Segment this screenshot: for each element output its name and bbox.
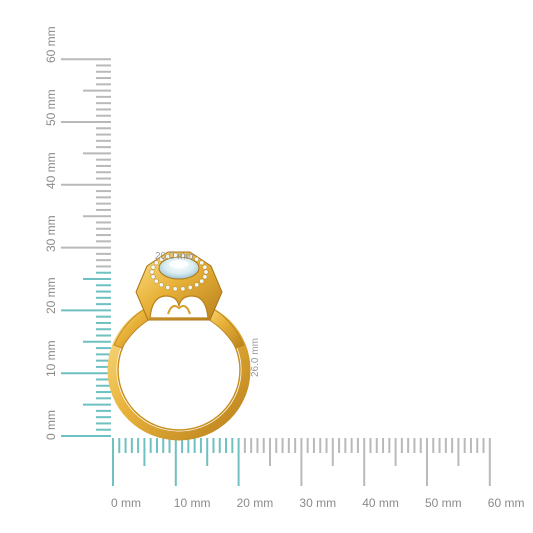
pave-stone [165,285,171,290]
pave-stone [165,254,171,259]
ring-width-label: 20.0 mm [155,251,194,262]
pave-stone [153,260,159,266]
pave-stone [180,286,186,292]
pave-stone [158,282,164,288]
horizontal-ruler [112,438,491,486]
horizontal-ruler-label: 60 mm [487,496,525,510]
pave-stone [150,274,156,280]
vertical-ruler-label: 50 mm [44,89,58,126]
pave-stone [172,252,178,258]
vertical-ruler-label: 30 mm [44,214,58,252]
vertical-ruler [61,58,111,437]
horizontal-ruler-label: 30 mm [299,496,337,510]
horizontal-ruler-label: 20 mm [236,496,274,510]
vertical-ruler-label: 0 mm [44,410,58,440]
pave-stone [199,260,205,266]
vertical-ruler-label: 40 mm [44,152,58,189]
horizontal-ruler-label: 40 mm [362,496,399,510]
pave-stone [180,252,186,258]
pave-stone [187,254,193,259]
pave-stone [172,286,178,292]
pave-stone [202,274,208,280]
pave-stone [202,264,208,270]
pave-stone [203,269,209,275]
horizontal-ruler-label: 50 mm [425,496,462,510]
vertical-ruler-label: 10 mm [44,340,58,378]
pave-stone [153,278,159,284]
pave-stone [158,256,164,262]
ring-image [107,251,251,441]
horizontal-ruler-label: 10 mm [173,496,211,510]
pave-stone [150,264,156,270]
horizontal-ruler-label: 0 mm [111,496,141,510]
vertical-ruler-label: 20 mm [44,277,58,315]
ring-height-label: 26.0 mm [250,338,261,377]
pave-stone [199,278,205,284]
pave-stone [149,269,155,275]
vertical-ruler-label: 60 mm [44,26,58,64]
halo-pave-stones [149,252,209,292]
pave-stone [187,285,193,290]
pave-stone [194,256,200,262]
pave-stone [194,282,200,288]
